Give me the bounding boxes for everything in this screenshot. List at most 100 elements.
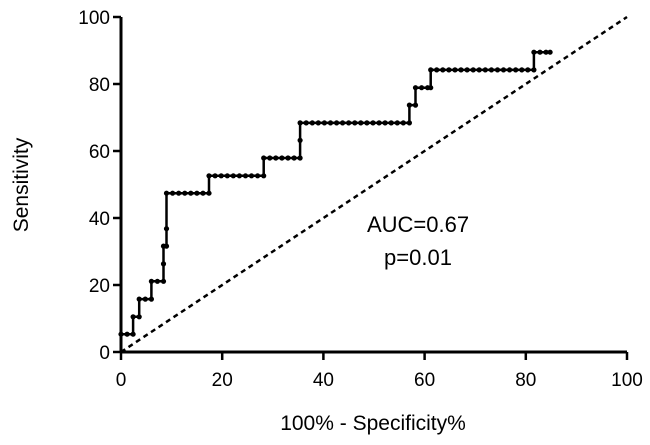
y-axis-title: Sensitivity [10,137,33,232]
roc-point [230,173,236,179]
x-tick-label: 60 [414,370,435,391]
roc-point [446,67,452,73]
p-value-annotation: p=0.01 [384,245,452,270]
roc-point [163,226,170,232]
roc-point [500,67,507,73]
roc-point [327,120,334,126]
roc-point [200,190,206,196]
roc-markers [118,49,553,337]
x-tick-label: 80 [515,370,536,391]
roc-point [194,190,200,196]
roc-point [248,173,255,179]
axes [113,15,629,360]
x-tick-label: 20 [212,370,233,391]
roc-point [476,67,482,73]
roc-point [434,67,440,73]
roc-point [525,67,531,73]
auc-annotation: AUC=0.67 [367,212,469,237]
roc-point [170,190,176,196]
roc-point [507,67,513,73]
roc-point [419,85,425,91]
roc-point [370,120,376,126]
roc-point [160,278,167,284]
roc-point [206,173,212,179]
roc-point [297,120,303,126]
roc-point [428,67,434,73]
roc-point [148,278,154,284]
roc-point [470,67,476,73]
roc-point [224,173,230,179]
y-tick-label: 20 [89,276,110,297]
roc-point [519,67,525,73]
x-axis-title: 100% - Specificity% [280,412,466,435]
roc-point [543,49,549,55]
roc-point [412,102,419,108]
roc-point [547,49,553,55]
roc-point [388,120,394,126]
roc-point [537,49,543,55]
roc-point [406,102,412,108]
roc-point [513,67,519,73]
y-tick-label: 40 [89,209,110,230]
roc-point [142,296,148,302]
roc-point [297,137,303,143]
x-tick-label: 100 [611,370,643,391]
roc-point [148,296,154,302]
reference-diagonal [120,15,628,354]
roc-point [394,120,400,126]
roc-point [406,120,412,126]
roc-point [464,67,470,73]
roc-point [452,67,458,73]
roc-point [321,120,327,126]
roc-point [242,173,249,179]
roc-point [136,296,142,302]
roc-point [346,120,352,126]
roc-point [124,331,130,337]
roc-point [118,331,124,337]
roc-point [482,67,488,73]
roc-point [212,173,218,179]
roc-point [273,155,279,161]
roc-point [255,173,261,179]
roc-point [315,120,321,126]
roc-point [218,173,224,179]
roc-point [488,67,494,73]
roc-point [428,85,434,91]
roc-point [182,190,188,196]
roc-point [236,173,242,179]
y-tick-label: 100 [78,8,110,29]
roc-point [160,261,167,267]
roc-point [382,120,388,126]
roc-point [358,120,364,126]
roc-point [261,155,267,161]
roc-point [440,67,446,73]
roc-point [267,155,273,161]
roc-point [176,190,182,196]
roc-point [340,120,346,126]
roc-point [163,190,170,196]
roc-point [458,67,464,73]
roc-point [309,120,315,126]
x-tick-label: 0 [116,370,127,391]
y-tick-label: 80 [89,75,110,96]
roc-curve-path [121,50,551,336]
roc-point [291,155,297,161]
reference-line [120,15,628,354]
y-tick-label: 0 [99,343,110,364]
roc-point [494,67,501,73]
roc-point [531,67,537,73]
roc-point [376,120,382,126]
roc-point [412,85,419,91]
roc-point [130,331,136,337]
roc-point [136,314,142,320]
x-tick-label: 40 [313,370,334,391]
roc-point [279,155,285,161]
roc-point [303,120,309,126]
roc-point [297,155,303,161]
roc-point [334,120,340,126]
roc-point [130,314,136,320]
y-tick-label: 60 [89,142,110,163]
roc-point [261,173,267,179]
roc-point [285,155,291,161]
